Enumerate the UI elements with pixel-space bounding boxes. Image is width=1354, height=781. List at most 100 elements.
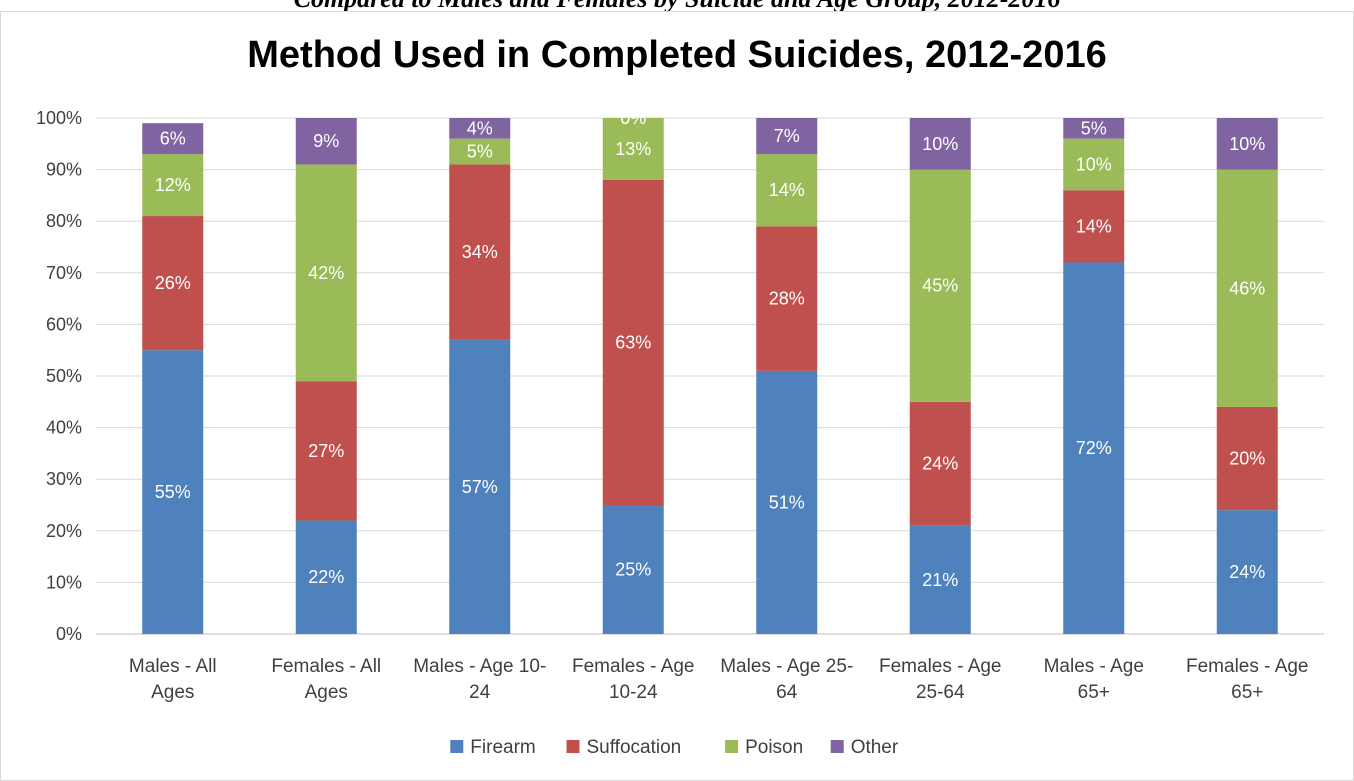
y-tick-label: 80% [46,211,82,231]
bar-segment-other [909,118,971,170]
data-label: 57% [462,477,498,497]
category-label: Males - Age 25- [720,656,853,677]
bar-segment-other [1216,118,1278,170]
data-label: 14% [1076,216,1112,236]
legend-swatch-firearm [450,740,464,753]
category-label: Ages [305,682,348,703]
bar-segment-poison [1216,169,1278,407]
data-label: 12% [155,175,191,195]
category-label: 24 [469,682,491,703]
data-label: 5% [1081,118,1107,138]
category-label: Females - Age [572,656,695,677]
data-label: 24% [1229,562,1265,582]
bar-segment-suffocation [295,381,357,521]
category-label: 65+ [1078,682,1110,703]
y-tick-label: 0% [56,624,82,644]
bar-segment-firearm [449,339,511,634]
data-label: 26% [155,273,191,293]
category-label: 64 [776,682,798,703]
data-label: 20% [1229,449,1265,469]
data-label: 28% [769,289,805,309]
data-label: 6% [160,129,186,149]
bar-segment-firearm [1216,510,1278,634]
y-tick-label: 30% [46,469,82,489]
data-label: 10% [1229,134,1265,154]
bar-segment-suffocation [449,164,511,340]
data-label: 4% [467,118,493,138]
bar-segment-firearm [756,370,818,634]
bar-segment-suffocation [909,401,971,526]
data-label: 24% [922,454,958,474]
data-label: 10% [1076,154,1112,174]
bar-segment-poison [756,154,818,227]
category-label: Females - Age [879,656,1002,677]
legend-swatch-other [830,740,844,753]
y-tick-label: 70% [46,263,82,283]
y-tick-label: 50% [46,366,82,386]
bar-segment-other [1063,118,1125,139]
category-label: Males - All [129,656,217,677]
data-label: 72% [1076,438,1112,458]
bar-segment-poison [142,154,204,217]
data-label: 51% [769,492,805,512]
legend-label: Poison [745,737,803,758]
bar-segment-poison [1063,138,1125,191]
data-label: 25% [615,560,651,580]
category-label: 65+ [1231,682,1263,703]
data-label: 13% [615,139,651,159]
data-label: 45% [922,276,958,296]
page-caption: Compared to Males and Females by Suicide… [0,0,1354,14]
category-label: Females - Age [1186,656,1309,677]
data-label: 55% [155,482,191,502]
data-label: 22% [308,567,344,587]
bar-segment-firearm [142,350,204,634]
data-label: 7% [774,126,800,146]
data-label: 27% [308,441,344,461]
bar-segment-firearm [1063,262,1125,634]
bar-segment-poison [602,118,664,180]
bar-segment-firearm [909,525,971,634]
data-label: 9% [313,131,339,151]
bar-segment-other [295,118,357,165]
data-label: 21% [922,570,958,590]
y-tick-label: 90% [46,160,82,180]
legend-label: Firearm [470,737,535,758]
bar-segment-poison [909,169,971,402]
bar-segment-suffocation [756,226,818,371]
data-label: 10% [922,134,958,154]
bar-segment-suffocation [142,216,204,351]
bar-segment-poison [449,138,511,165]
bar-segment-firearm [602,505,664,634]
data-label: 14% [769,180,805,200]
y-tick-label: 100% [36,108,82,128]
data-label: 46% [1229,278,1265,298]
bar-segment-other [142,123,204,155]
chart-title: Method Used in Completed Suicides, 2012-… [247,34,1107,76]
bar-segment-other [449,118,511,139]
category-label: Males - Age 10- [413,656,546,677]
legend-label: Other [851,737,899,758]
bar-segment-suffocation [602,179,664,506]
y-tick-label: 10% [46,572,82,592]
bar-segment-suffocation [1063,190,1125,263]
legend-label: Suffocation [587,737,682,758]
data-label: 63% [615,332,651,352]
category-label: Ages [151,682,194,703]
category-label: 25-64 [916,682,965,703]
data-label: 34% [462,242,498,262]
category-label: 10-24 [609,682,658,703]
data-label: 0% [620,108,646,128]
legend-swatch-poison [725,740,739,753]
bar-segment-poison [295,164,357,382]
y-tick-label: 40% [46,418,82,438]
y-tick-label: 20% [46,521,82,541]
category-label: Females - All [271,656,381,677]
bar-segment-suffocation [1216,406,1278,511]
y-tick-label: 60% [46,314,82,334]
category-label: Males - Age [1044,656,1144,677]
bar-segment-other [756,118,818,155]
data-label: 42% [308,263,344,283]
legend-swatch-suffocation [566,740,580,753]
bar-segment-firearm [295,520,357,634]
